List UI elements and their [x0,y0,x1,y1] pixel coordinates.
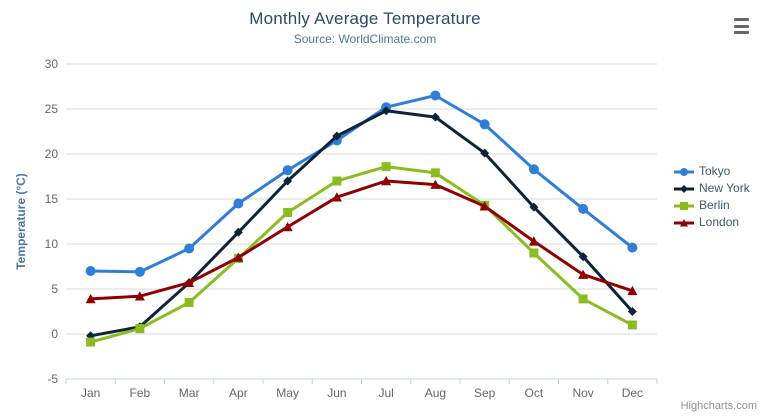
legend-marker-diamond-icon [674,184,694,193]
y-axis-title: Temperature (°C) [14,173,28,270]
data-point-circle-marker[interactable] [85,266,96,276]
legend-item-tokyo[interactable]: Tokyo [674,165,750,178]
series-new-york[interactable] [86,106,637,341]
x-axis-label: Jan [81,386,100,400]
x-axis-label: Feb [130,386,151,400]
data-point-triangle-marker[interactable] [578,269,589,279]
data-point-diamond-marker[interactable] [283,176,293,186]
series-line[interactable] [89,179,634,301]
legend-label: Berlin [699,198,730,212]
x-axis-label: Nov [572,386,593,400]
data-point-triangle-marker[interactable] [85,293,96,304]
data-point-triangle-marker[interactable] [282,221,293,232]
legend-label: London [699,215,740,229]
y-axis-label: 30 [45,57,59,71]
data-point-square-marker[interactable] [381,162,391,172]
data-point-diamond-marker[interactable] [627,307,637,316]
series-line[interactable] [89,165,634,344]
data-point-circle-marker[interactable] [430,90,441,101]
legend-marker-square-icon [674,201,694,210]
legend: Tokyo New York Berlin London [674,165,750,229]
data-point-triangle-marker[interactable] [479,201,490,211]
data-point-circle-marker[interactable] [627,242,638,253]
y-axis-label: 20 [45,147,59,161]
data-point-square-marker[interactable] [578,294,588,304]
x-axis-label: Apr [229,386,248,400]
legend-item-new-york[interactable]: New York [674,182,750,195]
y-axis-label: 25 [45,102,59,116]
series-london[interactable] [85,176,638,304]
x-axis-label: Jun [327,386,346,400]
series-line[interactable] [89,109,634,338]
legend-marker-triangle-icon [674,218,694,226]
data-point-circle-marker[interactable] [233,198,244,209]
hamburger-icon [733,24,749,28]
data-point-square-marker[interactable] [430,168,440,178]
data-point-triangle-marker[interactable] [331,192,342,202]
data-point-triangle-marker[interactable] [680,218,688,226]
data-point-square-marker[interactable] [529,248,539,258]
x-axis-label: Mar [179,386,200,400]
data-point-triangle-marker[interactable] [528,236,539,246]
data-point-circle-marker[interactable] [184,243,195,254]
data-point-diamond-marker[interactable] [529,202,539,212]
data-point-square-marker[interactable] [332,176,342,186]
x-axis-label: Sep [474,386,496,400]
data-point-circle-marker[interactable] [134,266,145,277]
hamburger-icon [733,18,749,21]
data-point-triangle-marker[interactable] [134,291,145,301]
credits-link[interactable]: Highcharts.com [680,400,757,412]
data-point-square-marker[interactable] [627,320,637,330]
legend-marker-circle-icon [674,167,694,176]
series-tokyo[interactable] [85,90,638,277]
data-point-square-marker[interactable] [86,337,96,347]
y-axis-label: 5 [51,282,58,296]
y-axis-label: 10 [45,237,59,251]
data-point-square-marker[interactable] [283,208,293,217]
data-point-circle-marker[interactable] [479,119,490,130]
data-point-diamond-marker[interactable] [680,184,688,193]
data-point-circle-marker[interactable] [282,165,293,176]
data-point-diamond-marker[interactable] [332,131,342,141]
data-point-circle-marker[interactable] [680,167,688,176]
y-axis-label: 15 [45,192,59,206]
data-point-diamond-marker[interactable] [430,112,440,122]
chart-title: Monthly Average Temperature [249,9,481,28]
legend-item-london[interactable]: London [674,216,750,229]
x-axis-label: Dec [622,386,643,400]
data-point-square-marker[interactable] [135,324,145,334]
legend-item-berlin[interactable]: Berlin [674,199,750,212]
data-point-triangle-marker[interactable] [381,176,392,186]
x-axis-label: Jul [378,386,393,400]
hamburger-icon [733,31,749,34]
data-point-diamond-marker[interactable] [480,148,490,158]
data-point-diamond-marker[interactable] [233,227,243,237]
data-point-square-marker[interactable] [680,201,688,210]
data-point-diamond-marker[interactable] [578,252,588,262]
context-menu-button[interactable] [729,15,753,37]
data-point-circle-marker[interactable] [528,164,539,175]
x-axis-label: Oct [525,386,544,400]
data-point-circle-marker[interactable] [578,203,589,214]
y-axis-label: 0 [51,327,58,341]
data-point-triangle-marker[interactable] [184,277,195,287]
x-axis-label: May [276,386,299,400]
x-axis-label: Aug [425,386,446,400]
data-point-square-marker[interactable] [184,298,194,307]
y-axis-label: -5 [47,372,58,386]
data-point-diamond-marker[interactable] [381,106,391,116]
legend-label: New York [699,181,750,195]
legend-label: Tokyo [699,164,731,178]
data-point-triangle-marker[interactable] [233,252,244,262]
data-point-triangle-marker[interactable] [430,179,441,189]
chart-subtitle: Source: WorldClimate.com [293,32,437,46]
data-point-triangle-marker[interactable] [627,285,638,296]
